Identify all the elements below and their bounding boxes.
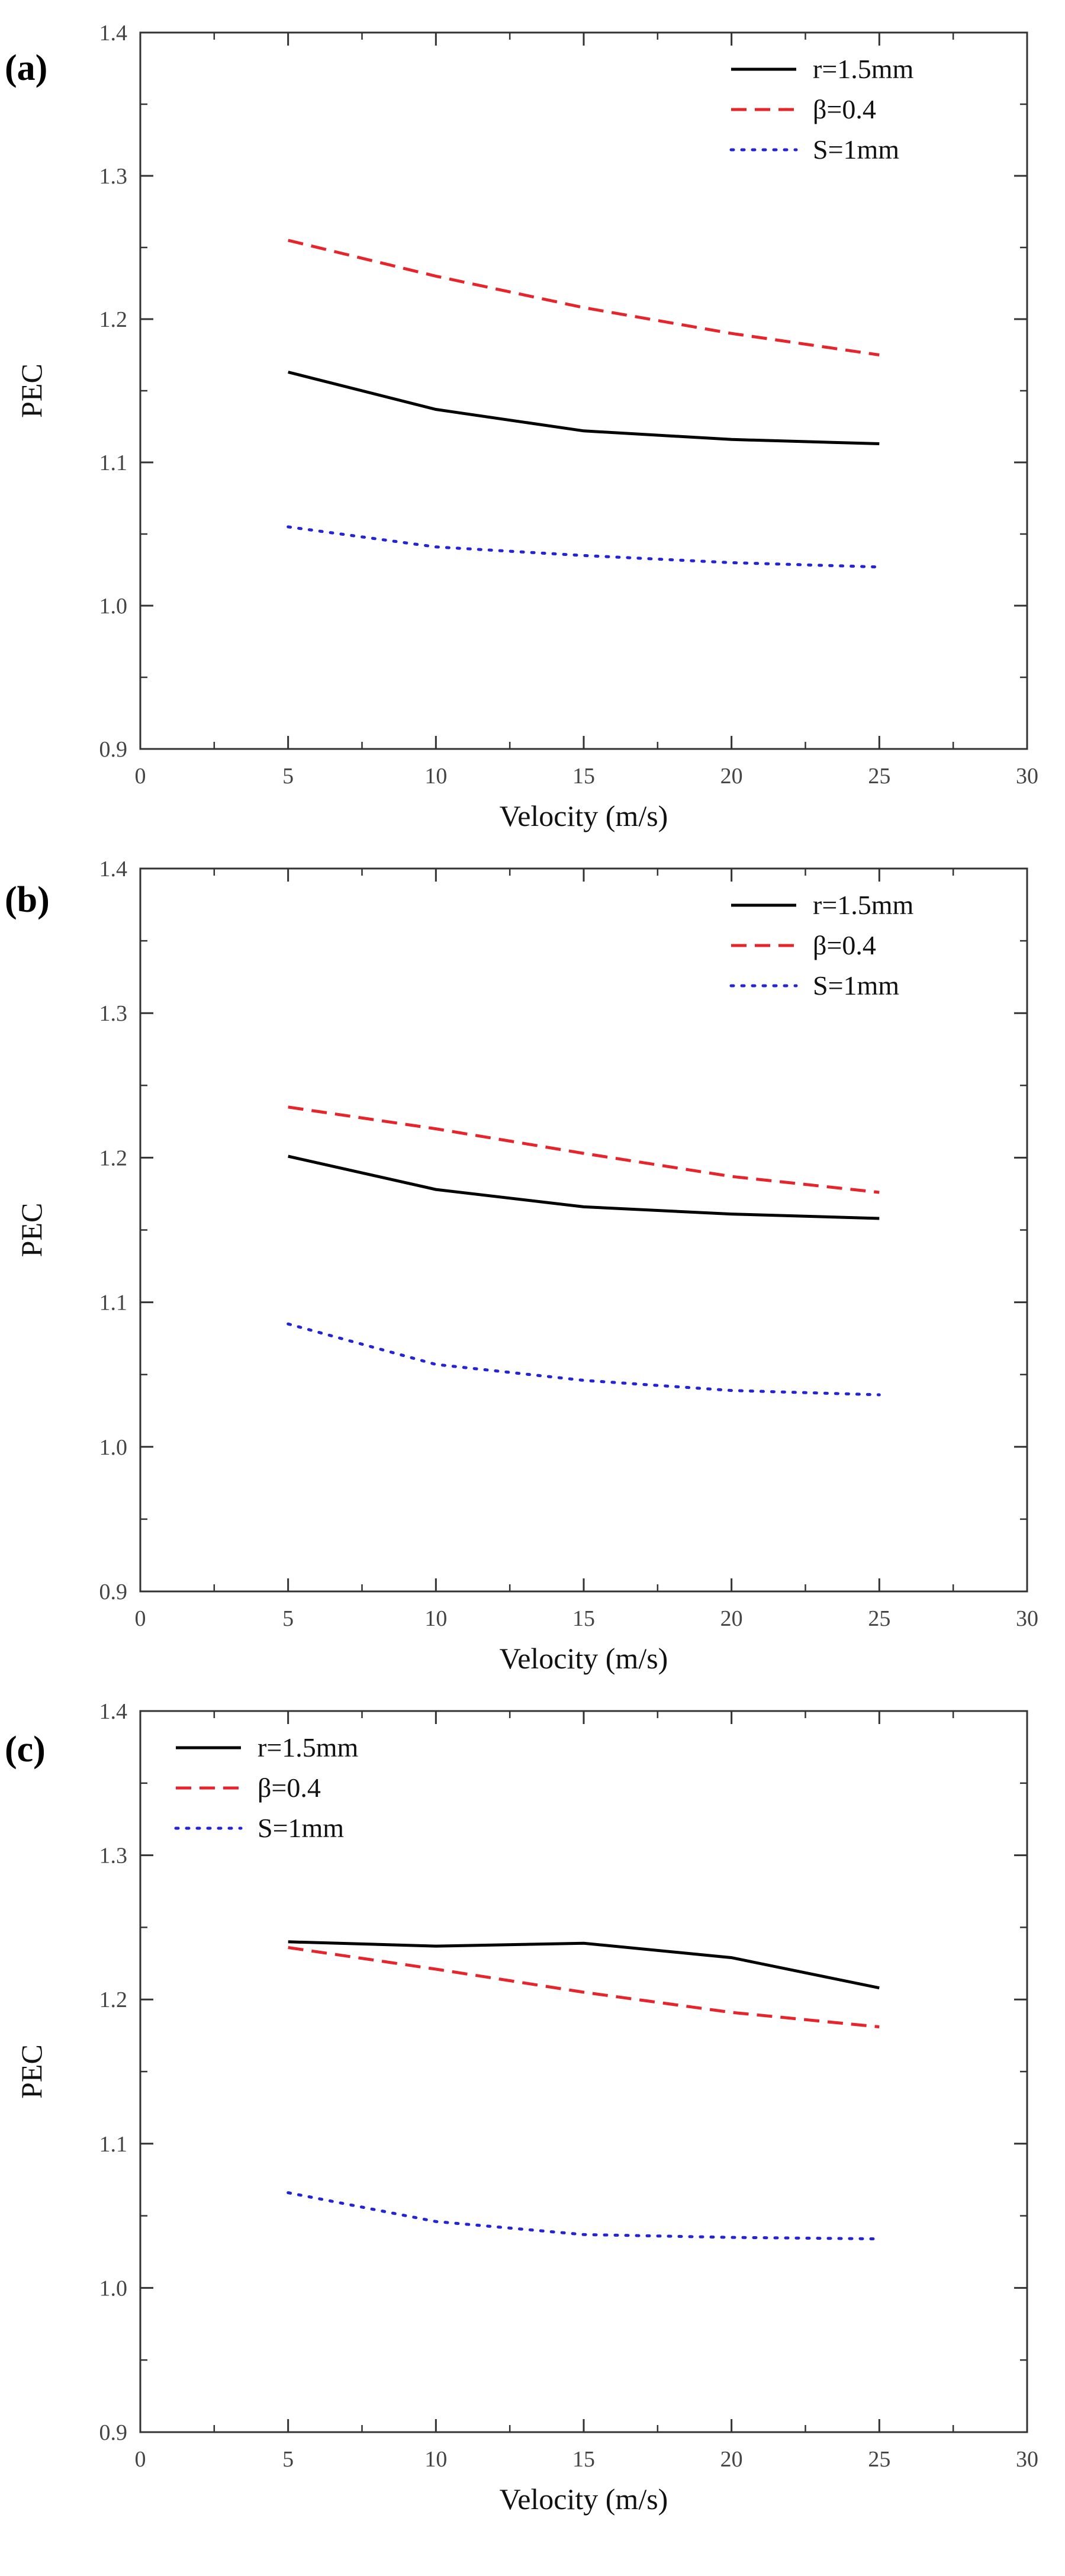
y-tick-label: 1.4: [99, 21, 128, 46]
series-line-3: [287, 525, 881, 569]
y-tick-label: 1.2: [99, 1146, 128, 1170]
x-tick-label: 20: [720, 764, 743, 789]
series-line-3: [287, 1322, 881, 1397]
y-tick-label: 1.0: [99, 2276, 128, 2301]
y-tick-label: 0.9: [99, 737, 128, 762]
x-tick-label: 20: [720, 1606, 743, 1631]
x-tick-label: 5: [282, 1606, 294, 1631]
y-tick-label: 1.3: [99, 164, 128, 189]
x-tick-label: 25: [868, 2447, 890, 2472]
series-line-1: [288, 371, 880, 445]
legend-label: r=1.5mm: [258, 1732, 359, 1763]
legend-label: S=1mm: [258, 1813, 344, 1843]
x-tick-label: 15: [572, 2447, 595, 2472]
x-axis-title: Velocity (m/s): [500, 2482, 668, 2516]
y-tick-label: 1.3: [99, 1001, 128, 1026]
legend-label: β=0.4: [813, 930, 876, 960]
x-tick-label: 0: [135, 1606, 146, 1631]
x-tick-label: 10: [424, 764, 447, 789]
x-tick-label: 25: [868, 764, 890, 789]
series-line-2: [288, 1105, 880, 1194]
y-tick-label: 1.0: [99, 1435, 128, 1460]
x-axis-title: Velocity (m/s): [500, 799, 668, 832]
x-tick-label: 30: [1016, 764, 1038, 789]
y-tick-label: 1.3: [99, 1844, 128, 1869]
y-tick-label: 0.9: [99, 2420, 128, 2445]
x-tick-label: 5: [282, 764, 294, 789]
y-tick-label: 1.1: [99, 451, 128, 475]
chart-panel-3: 0 5 10 15 20 25 30 0.9 1.0 1.1 1.2 1.3 1.4 Velocity (…: [5, 1699, 1038, 2516]
legend-label: r=1.5mm: [813, 890, 914, 920]
legend-label: β=0.4: [258, 1773, 321, 1803]
y-tick-label: 1.1: [99, 1291, 128, 1316]
panel-label: (c): [5, 1729, 46, 1770]
series-line-2: [288, 1946, 880, 2028]
x-tick-label: 5: [282, 2447, 294, 2472]
x-tick-label: 10: [424, 2447, 447, 2472]
x-tick-label: 15: [572, 1606, 595, 1631]
legend-label: r=1.5mm: [813, 54, 914, 84]
y-tick-label: 1.2: [99, 307, 128, 332]
series-line-3: [287, 2191, 881, 2241]
panel-label: (a): [5, 48, 47, 88]
x-axis-title: Velocity (m/s): [500, 1642, 668, 1675]
y-tick-label: 1.4: [99, 857, 128, 882]
y-tick-label: 1.4: [99, 1699, 128, 1724]
y-axis-title: PEC: [15, 1203, 48, 1258]
legend-label: S=1mm: [813, 134, 899, 165]
series-line-1: [288, 1940, 880, 1990]
chart-panel-1: 0 5 10 15 20 25 30 0.9 1.0 1.1 1.2 1.3 1.4 Velocity (…: [5, 21, 1038, 832]
y-tick-label: 0.9: [99, 1580, 128, 1604]
x-tick-label: 0: [135, 2447, 146, 2472]
y-axis-title: PEC: [15, 2044, 48, 2099]
x-tick-label: 15: [572, 764, 595, 789]
x-tick-label: 20: [720, 2447, 743, 2472]
series-line-1: [288, 1154, 880, 1220]
x-tick-label: 0: [135, 764, 146, 789]
panel-label: (b): [5, 880, 50, 920]
series-line-2: [288, 239, 880, 356]
y-tick-label: 1.1: [99, 2132, 128, 2157]
legend: r=1.5mm β=0.4 S=1mm: [729, 54, 914, 165]
x-tick-label: 30: [1016, 2447, 1038, 2472]
x-tick-label: 30: [1016, 1606, 1038, 1631]
x-tick-label: 10: [424, 1606, 447, 1631]
y-axis-title: PEC: [15, 364, 48, 418]
chart-panel-2: 0 5 10 15 20 25 30 0.9 1.0 1.1 1.2 1.3 1.4 Velocity (…: [5, 857, 1038, 1675]
x-tick-label: 25: [868, 1606, 890, 1631]
y-tick-label: 1.2: [99, 1988, 128, 2012]
legend-label: S=1mm: [813, 970, 899, 1001]
legend: r=1.5mm β=0.4 S=1mm: [174, 1732, 359, 1843]
legend: r=1.5mm β=0.4 S=1mm: [729, 890, 914, 1001]
legend-label: β=0.4: [813, 94, 876, 124]
y-tick-label: 1.0: [99, 594, 128, 619]
